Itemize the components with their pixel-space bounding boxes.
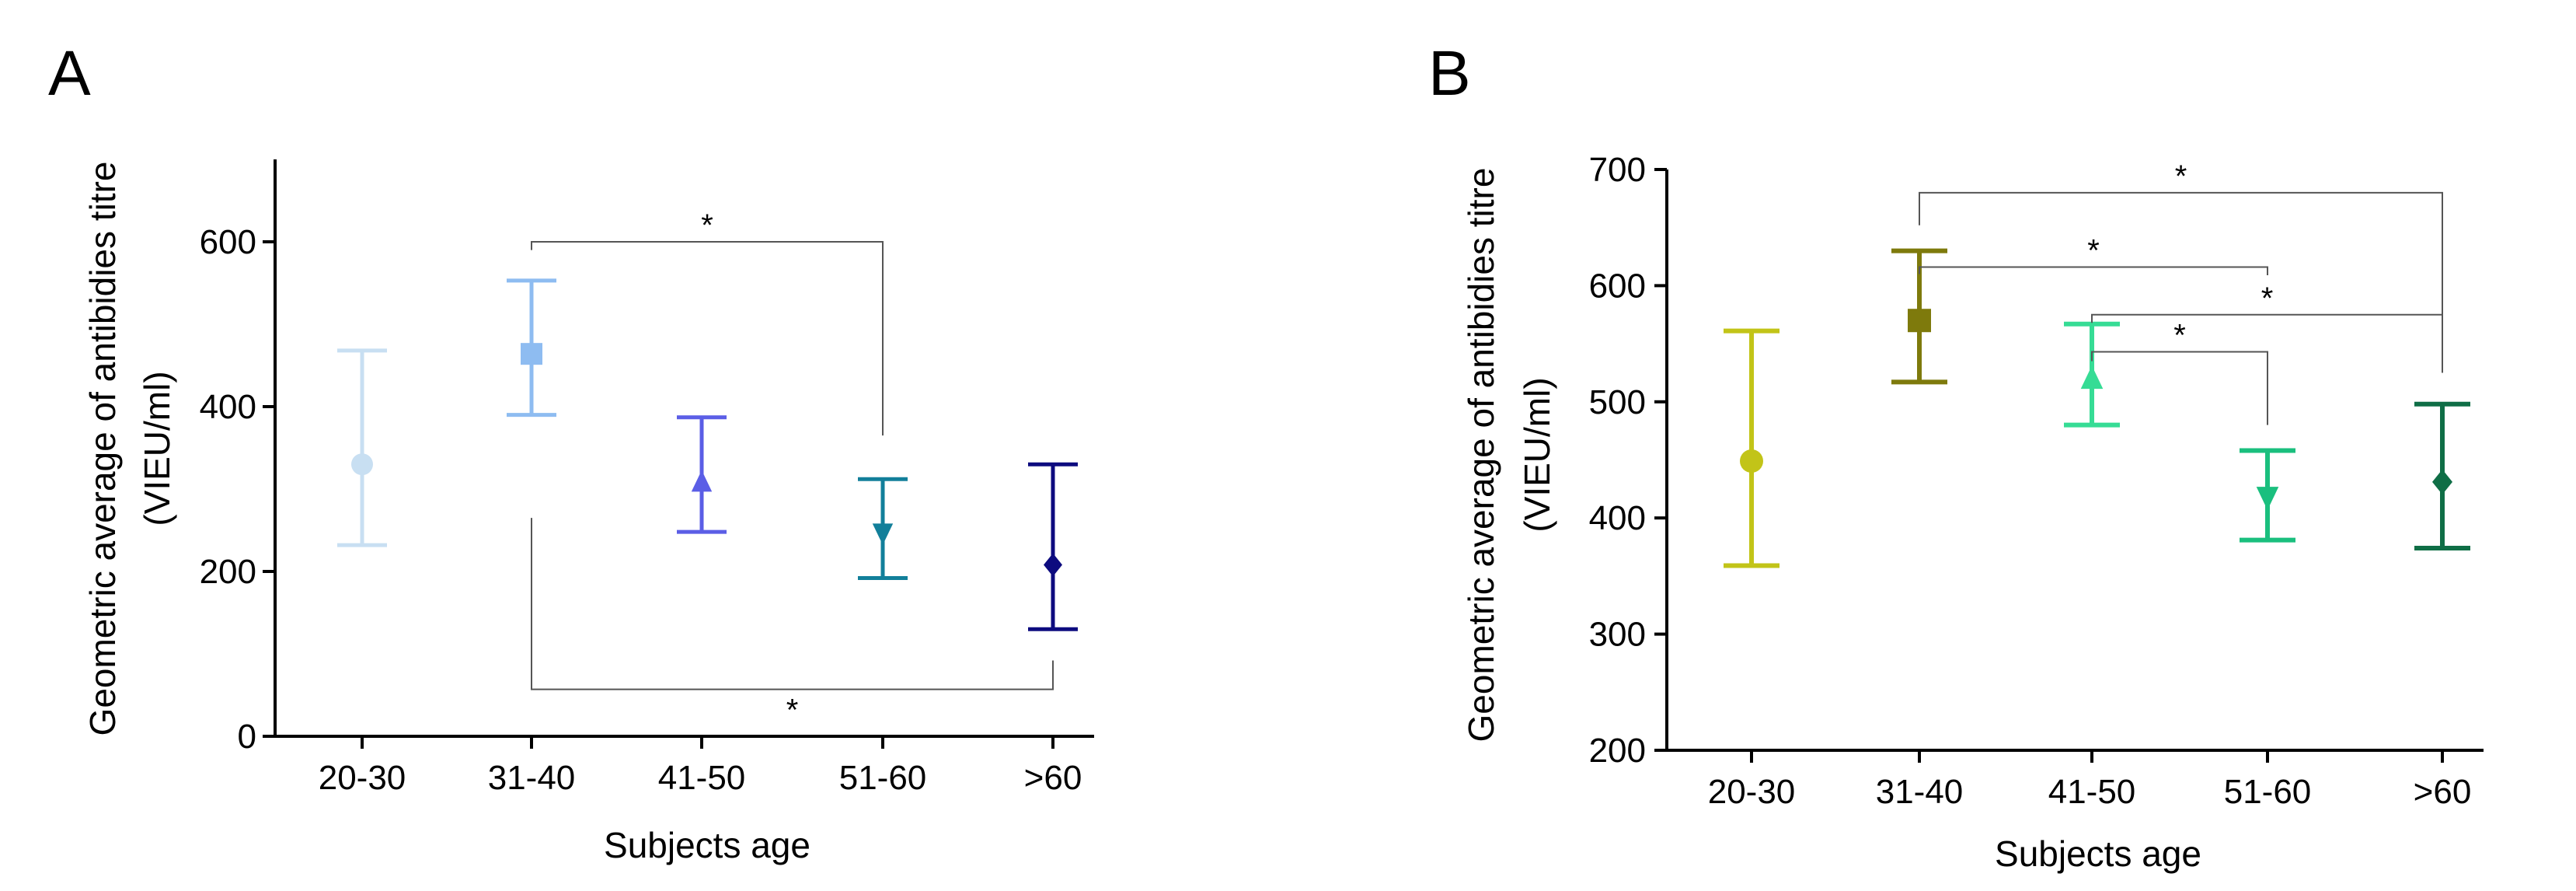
mean-marker-circle (1740, 449, 1763, 473)
significance-star: * (2087, 233, 2100, 267)
chart-panel-a: A 0 200 400 600 20-30 31-40 41-50 51-60 >60 Subjec… (48, 38, 1094, 865)
mean-marker-triangle-up (691, 470, 713, 492)
significance-star: * (786, 694, 799, 728)
chart-panel-b: B 200 300 400 500 600 700 20-30 31-40 41-50 51-60 >… (1428, 38, 2484, 874)
significance-star: * (2173, 319, 2186, 353)
x-tick-label: 51-60 (2224, 773, 2312, 811)
x-tick-label: 20-30 (319, 759, 406, 797)
significance-star: * (701, 208, 713, 243)
panel-letter: A (48, 38, 91, 109)
x-tick-label: 41-50 (658, 759, 746, 797)
x-tick-label: 20-30 (1708, 773, 1796, 811)
x-axis-title: Subjects age (1995, 833, 2201, 874)
y-tick-label: 200 (1589, 732, 1646, 770)
x-tick-label: 41-50 (2048, 773, 2136, 811)
x-tick-label: 31-40 (488, 759, 576, 797)
y-tick-label: 0 (238, 718, 256, 756)
x-axis-title: Subjects age (604, 825, 810, 865)
mean-marker-triangle-down (872, 523, 894, 545)
mean-marker-diamond (1044, 553, 1062, 577)
y-tick-label: 400 (200, 388, 256, 426)
significance-bracket (531, 518, 1054, 690)
y-axis-title-units: (VIEU/ml) (137, 371, 177, 526)
y-tick-label: 600 (1589, 267, 1646, 305)
y-axis-title: Geometric average of antibidies titre (1461, 168, 1501, 742)
y-tick-label: 400 (1589, 499, 1646, 537)
x-tick-label: 31-40 (1876, 773, 1964, 811)
y-tick-label: 600 (200, 223, 256, 261)
significance-star: * (2175, 159, 2187, 194)
significance-bracket (531, 241, 884, 436)
x-tick-label: 51-60 (839, 759, 927, 797)
significance-bracket (2091, 351, 2268, 425)
y-tick-label: 500 (1589, 383, 1646, 421)
significance-bracket (2091, 313, 2443, 373)
y-tick-label: 700 (1589, 151, 1646, 189)
x-tick-label: >60 (1024, 759, 1082, 797)
mean-marker-diamond (2432, 469, 2452, 495)
y-axis-title-units: (VIEU/ml) (1517, 377, 1557, 532)
significance-bracket (1919, 191, 2443, 373)
panel-letter: B (1428, 38, 1471, 109)
mean-marker-square (521, 343, 542, 365)
y-tick-label: 300 (1589, 616, 1646, 654)
mean-marker-circle (351, 453, 373, 476)
x-tick-label: >60 (2414, 773, 2472, 811)
mean-marker-square (1908, 309, 1931, 333)
significance-bracket (1919, 266, 2268, 275)
mean-marker-triangle-up (2080, 365, 2104, 390)
significance-star: * (2261, 281, 2274, 316)
y-axis-title: Geometric average of antibidies titre (82, 162, 123, 736)
y-tick-label: 200 (200, 553, 256, 591)
mean-marker-triangle-down (2256, 487, 2279, 511)
